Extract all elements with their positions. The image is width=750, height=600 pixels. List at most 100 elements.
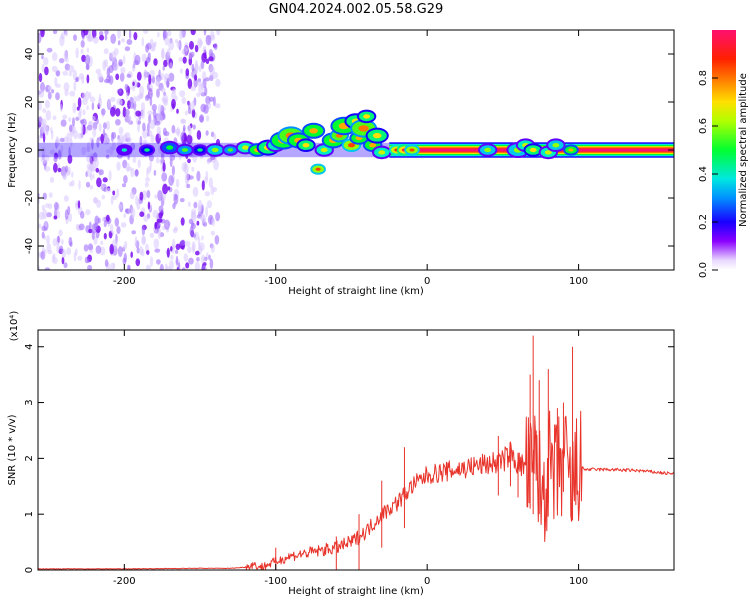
noise-speckle [198, 65, 202, 72]
noise-speckle [145, 57, 151, 63]
y-tick-label: 40 [24, 48, 35, 61]
noise-speckle [151, 75, 156, 84]
noise-speckle [162, 30, 166, 41]
noise-speckle [86, 64, 90, 70]
noise-speckle [200, 60, 205, 70]
noise-speckle [96, 177, 102, 188]
y-tick-label: 0 [24, 567, 35, 573]
noise-speckle [204, 86, 208, 96]
band-blob-core [197, 148, 203, 152]
colorbar-ticks: 0.0 0.2 0.4 0.6 0.8 [698, 70, 718, 278]
noise-speckle [98, 123, 102, 132]
noise-speckle [63, 262, 68, 269]
noise-speckle [118, 126, 124, 135]
noise-speckle [174, 128, 181, 135]
band-blob-core [363, 114, 371, 119]
noise-speckle [110, 96, 116, 103]
noise-speckle [198, 40, 203, 46]
noise-speckle [100, 133, 104, 144]
noise-speckle [198, 242, 205, 252]
noise-speckle [157, 228, 162, 239]
noise-speckle [169, 62, 173, 70]
noise-speckle [187, 107, 192, 115]
noise-speckle [75, 47, 79, 59]
noise-speckle [118, 204, 123, 209]
noise-speckle [156, 218, 163, 223]
noise-speckle [155, 78, 161, 87]
noise-speckle [84, 54, 91, 66]
noise-speckle [44, 66, 49, 76]
noise-speckle [159, 263, 164, 270]
noise-speckle [208, 177, 213, 189]
noise-speckle [110, 106, 116, 117]
colorbar-tick-label: 0.6 [698, 118, 709, 134]
noise-speckle [56, 210, 61, 219]
noise-speckle [121, 183, 127, 188]
noise-speckle [144, 181, 149, 188]
noise-speckle [147, 201, 151, 210]
y-tick-label: 2 [24, 455, 35, 461]
noise-speckle [81, 92, 87, 100]
band-blob-core [348, 143, 355, 148]
noise-speckle [86, 258, 90, 264]
band-blob-core [358, 125, 369, 132]
band-blob-core [484, 147, 492, 153]
noise-speckle [92, 127, 97, 138]
noise-speckle [85, 181, 91, 188]
noise-speckle [107, 99, 111, 109]
noise-speckle [117, 40, 121, 46]
noise-speckle [91, 115, 96, 122]
noise-speckle [108, 52, 112, 58]
noise-speckle [67, 205, 71, 216]
noise-speckle [135, 95, 141, 102]
noise-speckle [203, 30, 207, 36]
noise-speckle [188, 218, 194, 225]
noise-speckle [191, 100, 195, 111]
noise-speckle [129, 96, 134, 104]
noise-speckle [83, 244, 89, 252]
noise-speckle [62, 114, 68, 120]
noise-speckle [113, 61, 119, 72]
noise-speckle [128, 114, 132, 125]
spectrogram-xlabel: Height of straight line (km) [288, 286, 424, 297]
band-blob-core [372, 132, 382, 139]
noise-speckle [83, 30, 89, 36]
noise-speckle [171, 238, 176, 250]
noise-speckle [117, 246, 123, 257]
noise-speckle [180, 132, 185, 142]
noise-speckle [153, 238, 160, 249]
noise-speckle [52, 238, 57, 247]
noise-speckle [149, 96, 153, 107]
noise-speckle [156, 126, 161, 134]
noise-speckle [43, 124, 48, 135]
band-blob-core [409, 148, 415, 152]
noise-speckle [190, 30, 196, 36]
noise-speckle [56, 235, 61, 246]
noise-speckle [194, 44, 199, 53]
noise-speckle [171, 98, 176, 109]
y-tick-label: 1 [24, 511, 35, 517]
noise-speckle [196, 170, 201, 182]
noise-speckle [160, 87, 166, 93]
band-blob-core [552, 143, 560, 148]
noise-speckle [161, 47, 165, 59]
noise-speckle [91, 102, 95, 111]
noise-speckle [124, 108, 130, 117]
colorbar-tick-label: 0.2 [698, 214, 709, 230]
noise-speckle [53, 215, 58, 220]
noise-speckle [132, 156, 137, 164]
noise-speckle [95, 245, 102, 255]
band-blob-core [369, 143, 377, 148]
noise-speckle [189, 225, 194, 237]
noise-speckle [51, 65, 58, 73]
noise-speckle [45, 110, 52, 121]
noise-speckle [162, 113, 166, 120]
noise-speckle [68, 213, 73, 222]
noise-speckle [196, 130, 202, 140]
noise-speckle [133, 95, 137, 105]
noise-speckle [92, 173, 95, 180]
noise-speckle [158, 205, 164, 214]
noise-speckle [146, 190, 151, 199]
noise-speckle [63, 82, 70, 92]
noise-speckle [172, 227, 178, 234]
